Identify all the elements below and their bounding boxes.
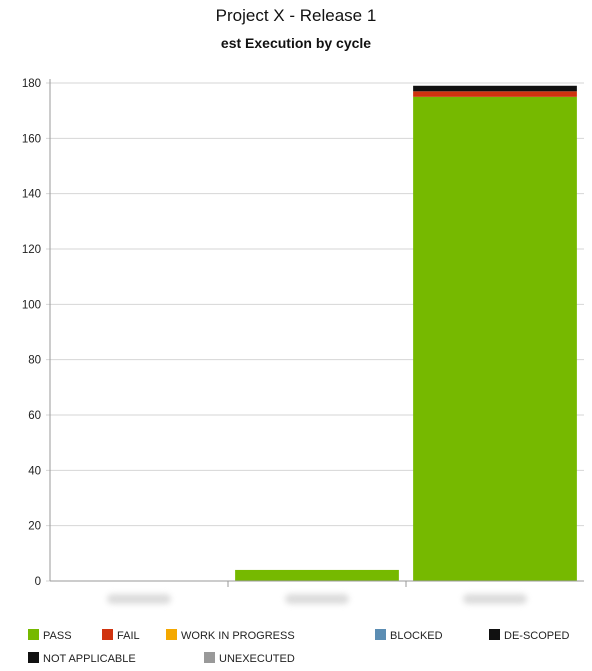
x-tick-label-obscured xyxy=(285,594,349,604)
legend-item-pass[interactable]: PASS xyxy=(28,629,72,642)
bar-de-scoped[interactable] xyxy=(413,85,577,92)
bars xyxy=(235,85,577,581)
legend-swatch xyxy=(489,629,500,640)
y-tick-labels: 0 20 40 60 80 100 120 140 160 180 xyxy=(22,78,41,588)
y-tick-label: 40 xyxy=(28,465,41,477)
y-tick-label: 0 xyxy=(35,576,41,588)
axes xyxy=(49,79,584,587)
legend-swatch xyxy=(204,652,215,663)
legend-item-blocked[interactable]: BLOCKED xyxy=(375,629,443,642)
y-tick-label: 80 xyxy=(28,355,41,367)
legend-label: WORK IN PROGRESS xyxy=(181,630,295,642)
y-tick-label: 180 xyxy=(22,78,41,90)
legend-swatch xyxy=(166,629,177,640)
y-tick-label: 120 xyxy=(22,244,41,256)
legend-swatch xyxy=(28,652,39,663)
legend-swatch xyxy=(375,629,386,640)
x-tick-label-obscured xyxy=(463,594,527,604)
bar-fail[interactable] xyxy=(413,91,577,97)
legend-item-de-scoped[interactable]: DE-SCOPED xyxy=(489,629,569,642)
legend-item-fail[interactable]: FAIL xyxy=(102,629,140,642)
legend-label: FAIL xyxy=(117,630,140,642)
legend-item-unexecuted[interactable]: UNEXECUTED xyxy=(204,652,295,665)
legend-label: NOT APPLICABLE xyxy=(43,653,136,665)
y-tick-label: 140 xyxy=(22,189,41,201)
y-tick-label: 160 xyxy=(22,133,41,145)
legend-swatch xyxy=(102,629,113,640)
chart-subtitle: est Execution by cycle xyxy=(220,35,372,51)
legend-swatch xyxy=(28,629,39,640)
legend-label: UNEXECUTED xyxy=(219,653,295,665)
legend-label: BLOCKED xyxy=(390,630,443,642)
x-tick-labels xyxy=(107,594,527,604)
y-tick-label: 100 xyxy=(22,299,41,311)
legend-item-work-in-progress[interactable]: WORK IN PROGRESS xyxy=(166,629,295,642)
y-tick-label: 20 xyxy=(28,521,41,533)
legend-label: DE-SCOPED xyxy=(504,630,569,642)
x-tick-label-obscured xyxy=(107,594,171,604)
legend-label: PASS xyxy=(43,630,72,642)
chart-title: Project X - Release 1 xyxy=(215,6,377,25)
bar-pass[interactable] xyxy=(235,569,399,581)
legend: PASS FAIL WORK IN PROGRESS BLOCKED DE-SCOPED… xyxy=(28,629,569,665)
legend-item-not-applicable[interactable]: NOT APPLICABLE xyxy=(28,652,136,665)
bar-pass[interactable] xyxy=(413,96,577,581)
y-tick-label: 60 xyxy=(28,410,41,422)
